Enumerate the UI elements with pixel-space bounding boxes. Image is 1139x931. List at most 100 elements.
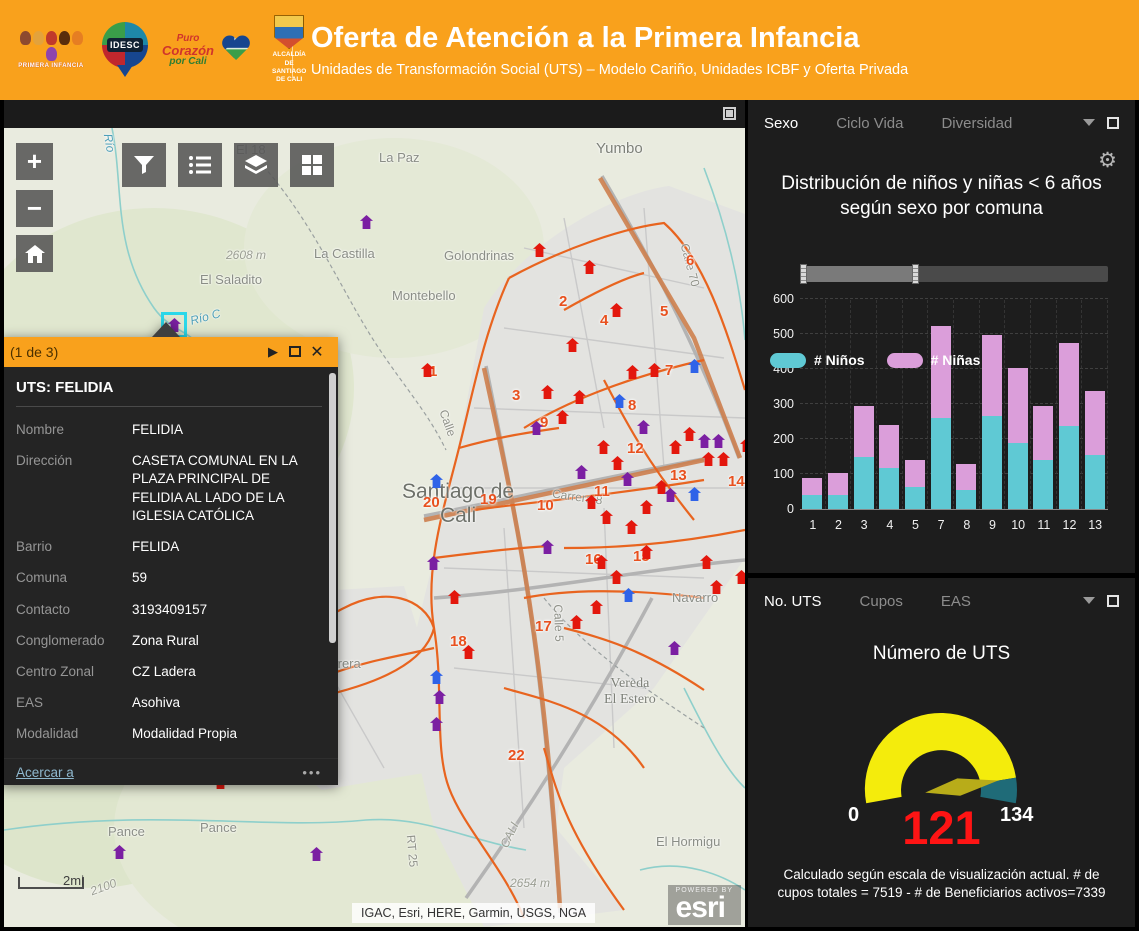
bar-segment[interactable] [981,335,1002,416]
popup-maximize-icon[interactable] [284,345,306,360]
map-marker[interactable] [566,338,579,352]
zoom-to-link[interactable]: Acercar a [16,764,74,780]
map-marker[interactable] [611,456,624,470]
map-marker[interactable] [590,600,603,614]
bar-segment[interactable] [879,467,900,509]
stacked-bar[interactable] [981,335,1002,509]
map-marker[interactable] [702,452,715,466]
map-marker[interactable] [683,427,696,441]
map-marker[interactable] [573,390,586,404]
map-marker[interactable] [541,540,554,554]
bar-segment[interactable] [879,425,900,468]
map-marker[interactable] [700,555,713,569]
bar-segment[interactable] [827,495,848,509]
map-marker[interactable] [648,363,661,377]
map-marker[interactable] [585,495,598,509]
bar-segment[interactable] [853,457,874,509]
bar-segment[interactable] [1033,406,1054,460]
map-marker[interactable] [600,510,613,524]
bar-segment[interactable] [1058,343,1079,427]
stacked-bar[interactable] [1033,406,1054,509]
popup-more-icon[interactable]: ••• [302,764,322,780]
bar-segment[interactable] [1033,460,1054,509]
chart-range-slider[interactable] [800,264,1108,284]
map-marker[interactable] [430,670,443,684]
map-marker[interactable] [310,847,323,861]
filter-button[interactable] [122,143,166,187]
map-marker[interactable] [664,488,677,502]
map-marker[interactable] [610,303,623,317]
map-marker[interactable] [541,385,554,399]
map-marker[interactable] [698,434,711,448]
tab-cupos[interactable]: Cupos [859,592,903,610]
map-marker[interactable] [421,363,434,377]
map-marker[interactable] [712,434,725,448]
bar-segment[interactable] [930,418,951,509]
panel-maximize-icon[interactable] [1107,595,1119,607]
map-marker[interactable] [668,641,681,655]
map-marker[interactable] [688,359,701,373]
stacked-bar[interactable] [827,472,848,509]
stacked-bar[interactable] [853,405,874,509]
map-marker[interactable] [462,645,475,659]
map-marker[interactable] [556,410,569,424]
panel-dropdown-icon[interactable] [1083,118,1095,132]
panel-dropdown-icon[interactable] [1083,596,1095,610]
legend-button[interactable] [178,143,222,187]
map-marker[interactable] [610,570,623,584]
home-button[interactable] [16,235,53,272]
bar-segment[interactable] [1007,443,1028,509]
zoom-in-button[interactable]: + [16,143,53,180]
bar-segment[interactable] [956,489,977,509]
stacked-bar[interactable] [956,464,977,509]
slider-selection[interactable] [803,266,915,282]
map-marker[interactable] [575,465,588,479]
bar-segment[interactable] [1084,391,1105,455]
tab-no-uts[interactable]: No. UTS [764,592,822,610]
map-marker[interactable] [597,440,610,454]
tab-ciclo-vida[interactable]: Ciclo Vida [836,114,904,132]
stacked-bar[interactable] [904,460,925,509]
stacked-bar[interactable] [1058,343,1079,509]
panel-maximize-icon[interactable] [1107,117,1119,129]
basemap-button[interactable] [290,143,334,187]
layers-button[interactable] [234,143,278,187]
popup-scrollbar[interactable] [329,373,336,643]
map-marker[interactable] [433,690,446,704]
stacked-bar[interactable] [1007,367,1028,509]
map-marker[interactable] [735,570,745,584]
bar-segment[interactable] [827,472,848,495]
tab-eas[interactable]: EAS [940,592,971,610]
map-marker[interactable] [533,243,546,257]
gear-icon[interactable]: ⚙ [1098,149,1117,172]
map-marker[interactable] [640,545,653,559]
zoom-out-button[interactable]: − [16,190,53,227]
bar-segment[interactable] [904,486,925,509]
map-marker[interactable] [710,580,723,594]
map-marker[interactable] [640,500,653,514]
bar-segment[interactable] [1058,426,1079,509]
bar-segment[interactable] [802,477,823,495]
bar-segment[interactable] [904,460,925,487]
map-marker[interactable] [717,452,730,466]
bar-segment[interactable] [802,495,823,509]
map-marker[interactable] [669,440,682,454]
map-marker[interactable] [360,215,373,229]
bar-segment[interactable] [1084,454,1105,509]
map-marker[interactable] [583,260,596,274]
slider-handle-left[interactable] [800,264,807,284]
bar-segment[interactable] [956,464,977,490]
map-marker[interactable] [448,590,461,604]
map-marker[interactable] [113,845,126,859]
tab-diversidad[interactable]: Diversidad [941,114,1013,132]
popup-close-icon[interactable]: ✕ [310,344,324,361]
bar-segment[interactable] [930,326,951,418]
popup-next-icon[interactable]: ▶ [268,344,278,359]
map-marker[interactable] [430,717,443,731]
map-marker[interactable] [427,556,440,570]
map-marker[interactable] [621,472,634,486]
bar-segment[interactable] [981,415,1002,509]
bar-segment[interactable] [1007,367,1028,444]
map-marker[interactable] [625,520,638,534]
